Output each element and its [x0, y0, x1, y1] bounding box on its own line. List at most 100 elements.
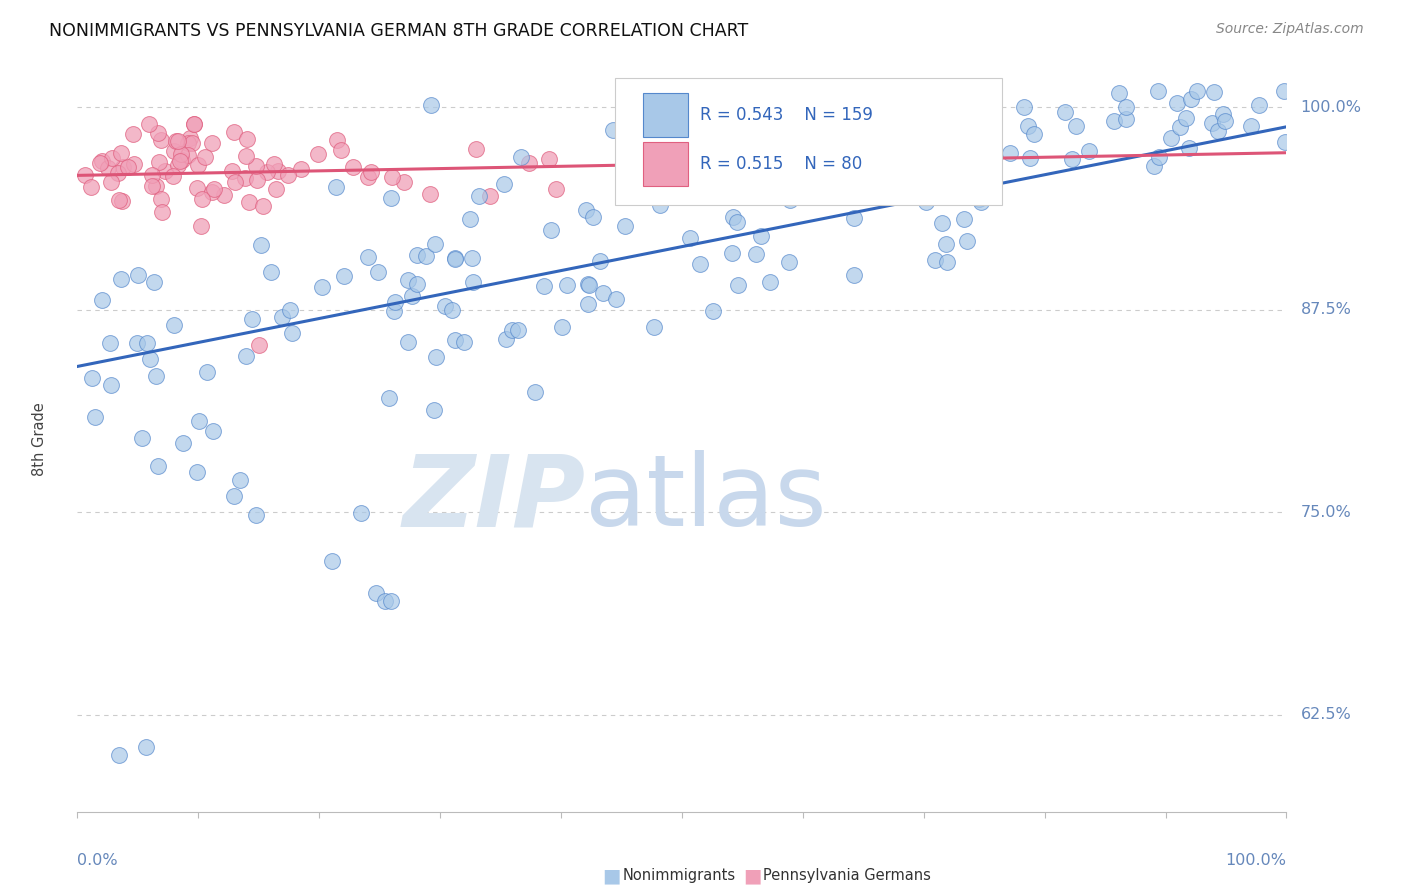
- Point: [1239, 120, 1261, 134]
- Point: [307, 146, 329, 161]
- Point: [793, 145, 815, 160]
- Point: [245, 508, 267, 523]
- Point: [91, 154, 114, 169]
- Point: [190, 219, 212, 234]
- Point: [183, 117, 205, 131]
- Point: [264, 181, 287, 195]
- Point: [141, 179, 163, 194]
- Point: [360, 164, 382, 178]
- Text: NONIMMIGRANTS VS PENNSYLVANIA GERMAN 8TH GRADE CORRELATION CHART: NONIMMIGRANTS VS PENNSYLVANIA GERMAN 8TH…: [49, 22, 748, 40]
- Point: [145, 178, 167, 193]
- Point: [458, 212, 481, 227]
- Point: [111, 194, 134, 209]
- Point: [169, 153, 191, 168]
- Point: [423, 403, 446, 417]
- Point: [110, 146, 132, 161]
- Point: [380, 191, 402, 205]
- Point: [165, 134, 187, 148]
- Point: [576, 297, 599, 311]
- Point: [779, 193, 801, 207]
- Point: [194, 151, 217, 165]
- Point: [250, 238, 273, 252]
- Point: [444, 252, 467, 266]
- Point: [201, 186, 224, 200]
- Point: [495, 332, 517, 346]
- Point: [381, 169, 404, 184]
- Point: [270, 310, 292, 325]
- Text: Pennsylvania Germans: Pennsylvania Germans: [763, 869, 931, 883]
- Point: [202, 182, 225, 196]
- Point: [122, 127, 145, 141]
- Point: [613, 219, 636, 233]
- Point: [330, 143, 353, 157]
- Point: [1213, 114, 1236, 128]
- Point: [146, 458, 169, 473]
- Point: [162, 169, 184, 183]
- Point: [73, 169, 96, 183]
- Point: [924, 252, 946, 267]
- Point: [179, 131, 201, 145]
- Point: [112, 160, 135, 174]
- Point: [467, 188, 489, 202]
- Point: [519, 155, 541, 169]
- Point: [89, 156, 111, 170]
- Point: [172, 435, 194, 450]
- Point: [461, 275, 484, 289]
- Point: [181, 136, 204, 150]
- Point: [242, 312, 264, 326]
- Point: [138, 117, 160, 131]
- Point: [1108, 87, 1130, 101]
- Point: [256, 164, 278, 178]
- Point: [956, 234, 979, 248]
- Point: [501, 323, 523, 337]
- Point: [125, 335, 148, 350]
- Point: [195, 365, 218, 379]
- FancyBboxPatch shape: [643, 142, 688, 186]
- Point: [166, 134, 188, 148]
- Point: [1078, 144, 1101, 158]
- Point: [367, 265, 389, 279]
- Point: [953, 212, 976, 227]
- Point: [401, 289, 423, 303]
- Point: [1180, 92, 1202, 106]
- Point: [1062, 153, 1084, 167]
- Point: [153, 164, 176, 178]
- Point: [267, 164, 290, 178]
- Point: [948, 177, 970, 191]
- Point: [380, 594, 402, 608]
- Point: [366, 586, 388, 600]
- Point: [1014, 99, 1036, 113]
- Point: [725, 215, 748, 229]
- Point: [127, 268, 149, 282]
- Point: [246, 172, 269, 186]
- Point: [578, 278, 600, 293]
- Text: 62.5%: 62.5%: [1301, 707, 1351, 722]
- Point: [201, 136, 224, 150]
- Point: [546, 182, 568, 196]
- Point: [533, 279, 555, 293]
- Point: [357, 251, 380, 265]
- Point: [842, 211, 865, 226]
- Point: [592, 285, 614, 300]
- Point: [91, 293, 114, 308]
- Text: ZIP: ZIP: [402, 450, 585, 548]
- Point: [247, 338, 270, 352]
- Point: [914, 107, 936, 121]
- Point: [221, 164, 243, 178]
- Point: [1024, 127, 1046, 141]
- Point: [702, 303, 724, 318]
- Point: [145, 369, 167, 384]
- Point: [98, 336, 121, 351]
- Point: [162, 318, 184, 332]
- Point: [1202, 85, 1225, 99]
- Point: [679, 231, 702, 245]
- Point: [325, 180, 347, 194]
- Point: [804, 136, 827, 151]
- Point: [80, 371, 103, 385]
- Point: [582, 211, 605, 225]
- Point: [396, 273, 419, 287]
- Point: [1147, 150, 1170, 164]
- Point: [420, 97, 443, 112]
- Text: Source: ZipAtlas.com: Source: ZipAtlas.com: [1216, 22, 1364, 37]
- Point: [131, 431, 153, 445]
